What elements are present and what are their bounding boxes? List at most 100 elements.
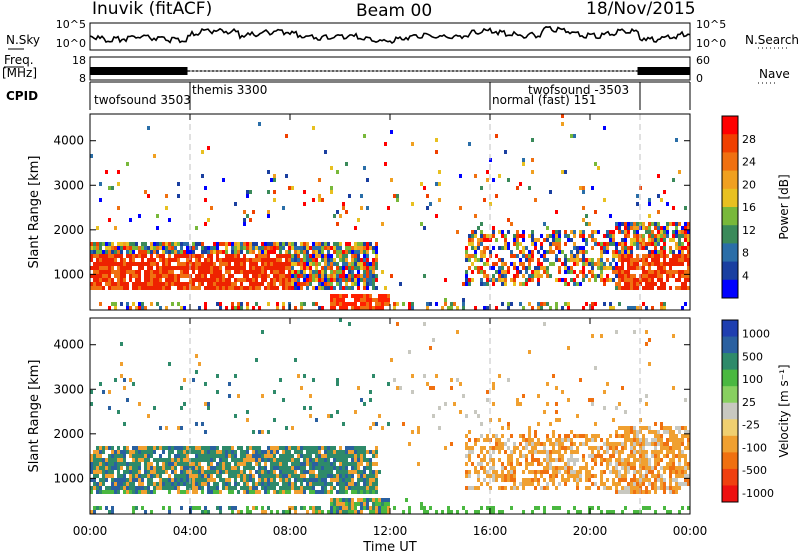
power-echo-cell bbox=[252, 274, 255, 278]
power-echo-cell bbox=[381, 306, 384, 310]
vel-echo-cell bbox=[213, 454, 216, 458]
vel-echo-cell bbox=[411, 430, 414, 434]
vel-echo-cell bbox=[612, 446, 615, 450]
power-echo-cell bbox=[486, 306, 489, 310]
vel-echo-cell bbox=[576, 434, 579, 438]
vel-echo-cell bbox=[210, 470, 213, 474]
power-echo-cell bbox=[114, 302, 117, 306]
power-echo-cell bbox=[582, 254, 585, 258]
power-echo-cell bbox=[663, 234, 666, 238]
power-echo-cell bbox=[273, 286, 276, 290]
power-echo-cell bbox=[180, 262, 183, 266]
power-echo-cell bbox=[138, 282, 141, 286]
vel-echo-cell bbox=[492, 446, 495, 450]
power-echo-cell bbox=[252, 210, 255, 214]
vel-echo-cell bbox=[90, 462, 93, 466]
power-echo-cell bbox=[132, 262, 135, 266]
power-echo-cell bbox=[660, 198, 663, 202]
vel-echo-cell bbox=[129, 486, 132, 490]
power-echo-cell bbox=[324, 262, 327, 266]
vel-echo-cell bbox=[645, 426, 648, 430]
power-echo-cell bbox=[264, 262, 267, 266]
vel-echo-cell bbox=[318, 482, 321, 486]
vel-echo-cell bbox=[123, 446, 126, 450]
power-echo-cell bbox=[246, 278, 249, 282]
vel-echo-cell bbox=[171, 462, 174, 466]
vel-echo-cell bbox=[561, 466, 564, 470]
power-echo-cell bbox=[348, 246, 351, 250]
vel-echo-cell bbox=[267, 490, 270, 494]
vel-echo-cell bbox=[309, 482, 312, 486]
power-echo-cell bbox=[324, 242, 327, 246]
vel-echo-cell bbox=[252, 506, 255, 510]
vel-echo-cell bbox=[264, 466, 267, 470]
power-echo-cell bbox=[582, 186, 585, 190]
power-echo-cell bbox=[114, 270, 117, 274]
vel-echo-cell bbox=[246, 506, 249, 510]
power-echo-cell bbox=[102, 262, 105, 266]
power-echo-cell bbox=[651, 222, 654, 226]
power-echo-cell bbox=[273, 250, 276, 254]
power-echo-cell bbox=[210, 206, 213, 210]
vel-echo-cell bbox=[93, 458, 96, 462]
power-echo-cell bbox=[453, 302, 456, 306]
vel-echo-cell bbox=[591, 454, 594, 458]
vel-echo-cell bbox=[669, 486, 672, 490]
power-echo-cell bbox=[132, 254, 135, 258]
power-echo-cell bbox=[516, 274, 519, 278]
vel-echo-cell bbox=[237, 482, 240, 486]
power-echo-cell bbox=[138, 306, 141, 310]
power-echo-cell bbox=[273, 178, 276, 182]
power-echo-cell bbox=[651, 230, 654, 234]
vel-echo-cell bbox=[483, 438, 486, 442]
power-echo-cell bbox=[585, 258, 588, 262]
vel-echo-cell bbox=[618, 462, 621, 466]
power-echo-cell bbox=[186, 242, 189, 246]
vel-echo-cell bbox=[99, 506, 102, 510]
vel-echo-cell bbox=[312, 510, 315, 514]
vel-echo-cell bbox=[192, 446, 195, 450]
vel-echo-cell bbox=[291, 470, 294, 474]
xtick-label: 04:00 bbox=[173, 524, 208, 538]
vel-echo-cell bbox=[654, 454, 657, 458]
vel-echo-cell bbox=[678, 462, 681, 466]
power-echo-cell bbox=[333, 294, 336, 298]
power-echo-cell bbox=[363, 306, 366, 310]
vel-echo-cell bbox=[360, 486, 363, 490]
vel-echo-cell bbox=[264, 458, 267, 462]
vel-echo-cell bbox=[618, 474, 621, 478]
vel-echo-cell bbox=[270, 486, 273, 490]
vel-echo-cell bbox=[627, 454, 630, 458]
vel-echo-cell bbox=[678, 450, 681, 454]
power-ylabel: Slant Range [km] bbox=[27, 156, 42, 269]
power-echo-cell bbox=[351, 286, 354, 290]
vel-echo-cell bbox=[231, 458, 234, 462]
power-echo-cell bbox=[375, 278, 378, 282]
vel-echo-cell bbox=[279, 446, 282, 450]
power-echo-cell bbox=[621, 270, 624, 274]
power-echo-cell bbox=[279, 278, 282, 282]
vel-echo-cell bbox=[105, 462, 108, 466]
vel-echo-cell bbox=[237, 446, 240, 450]
vel-echo-cell bbox=[621, 434, 624, 438]
vel-echo-cell bbox=[678, 446, 681, 450]
power-echo-cell bbox=[273, 282, 276, 286]
vel-echo-cell bbox=[369, 458, 372, 462]
vel-echo-cell bbox=[207, 450, 210, 454]
vel-echo-cell bbox=[156, 470, 159, 474]
vel-echo-cell bbox=[606, 510, 609, 514]
vel-echo-cell bbox=[486, 470, 489, 474]
vel-echo-cell bbox=[294, 486, 297, 490]
vel-echo-cell bbox=[612, 482, 615, 486]
vel-echo-cell bbox=[594, 438, 597, 442]
power-echo-cell bbox=[150, 242, 153, 246]
power-echo-cell bbox=[372, 270, 375, 274]
power-echo-cell bbox=[96, 254, 99, 258]
power-echo-cell bbox=[552, 250, 555, 254]
vel-echo-cell bbox=[153, 458, 156, 462]
power-echo-cell bbox=[345, 254, 348, 258]
power-echo-cell bbox=[210, 246, 213, 250]
vel-echo-cell bbox=[297, 466, 300, 470]
vel-echo-cell bbox=[105, 506, 108, 510]
power-echo-cell bbox=[222, 242, 225, 246]
